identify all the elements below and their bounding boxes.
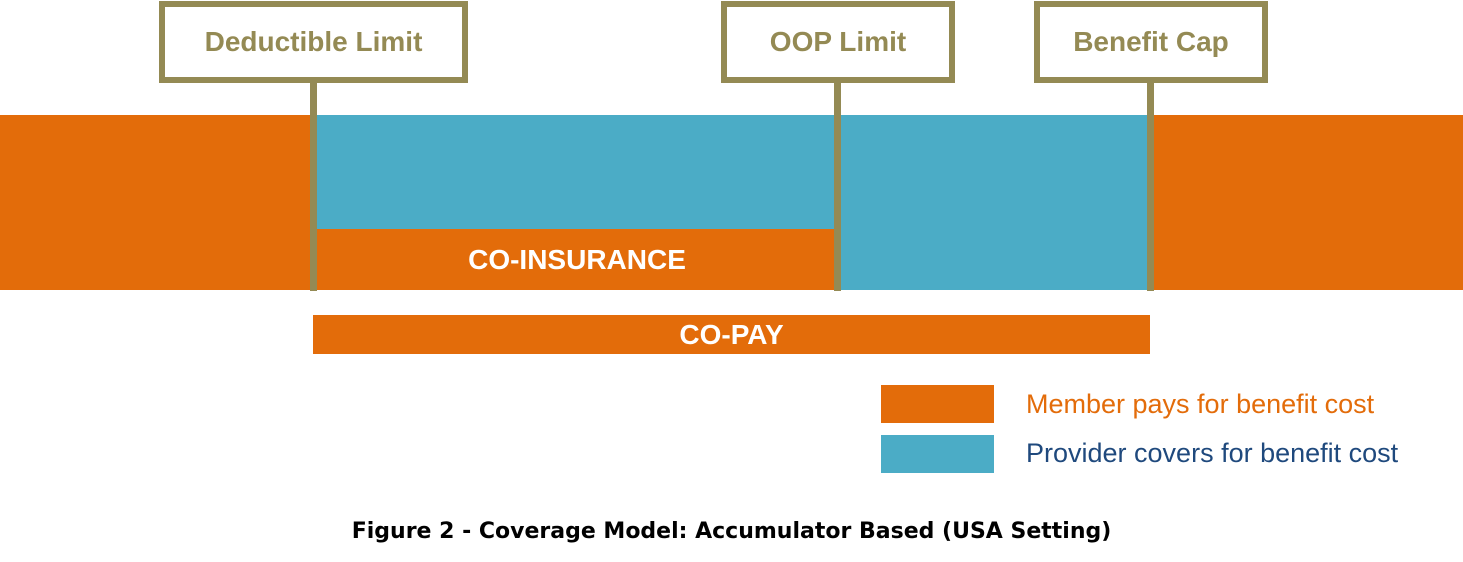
- oop-limit-label: OOP Limit: [769, 26, 907, 57]
- member-segment-after-cap: [1152, 115, 1463, 290]
- coinsurance-label: CO-INSURANCE: [468, 243, 686, 275]
- benefit-cap-line: [1147, 80, 1154, 291]
- legend-provider-swatch: [881, 435, 994, 473]
- deductible-limit-line: [310, 80, 317, 291]
- deductible-limit-label: Deductible Limit: [204, 26, 423, 57]
- legend-provider-label: Provider covers for benefit cost: [1026, 438, 1399, 468]
- oop-limit-line: [834, 80, 841, 291]
- legend-member-label: Member pays for benefit cost: [1026, 389, 1375, 419]
- benefit-cap-label: Benefit Cap: [1073, 26, 1229, 57]
- coinsurance-band: CO-INSURANCE: [316, 229, 838, 290]
- deductible-limit-box: Deductible Limit: [159, 1, 468, 83]
- copay-label: CO-PAY: [679, 318, 784, 350]
- figure-caption: Figure 2 - Coverage Model: Accumulator B…: [351, 519, 1112, 544]
- oop-limit-box: OOP Limit: [721, 1, 955, 83]
- member-segment-before-deductible: [0, 115, 316, 290]
- benefit-cap-box: Benefit Cap: [1034, 1, 1268, 83]
- legend-member-swatch: [881, 385, 994, 423]
- copay-band: CO-PAY: [313, 315, 1150, 354]
